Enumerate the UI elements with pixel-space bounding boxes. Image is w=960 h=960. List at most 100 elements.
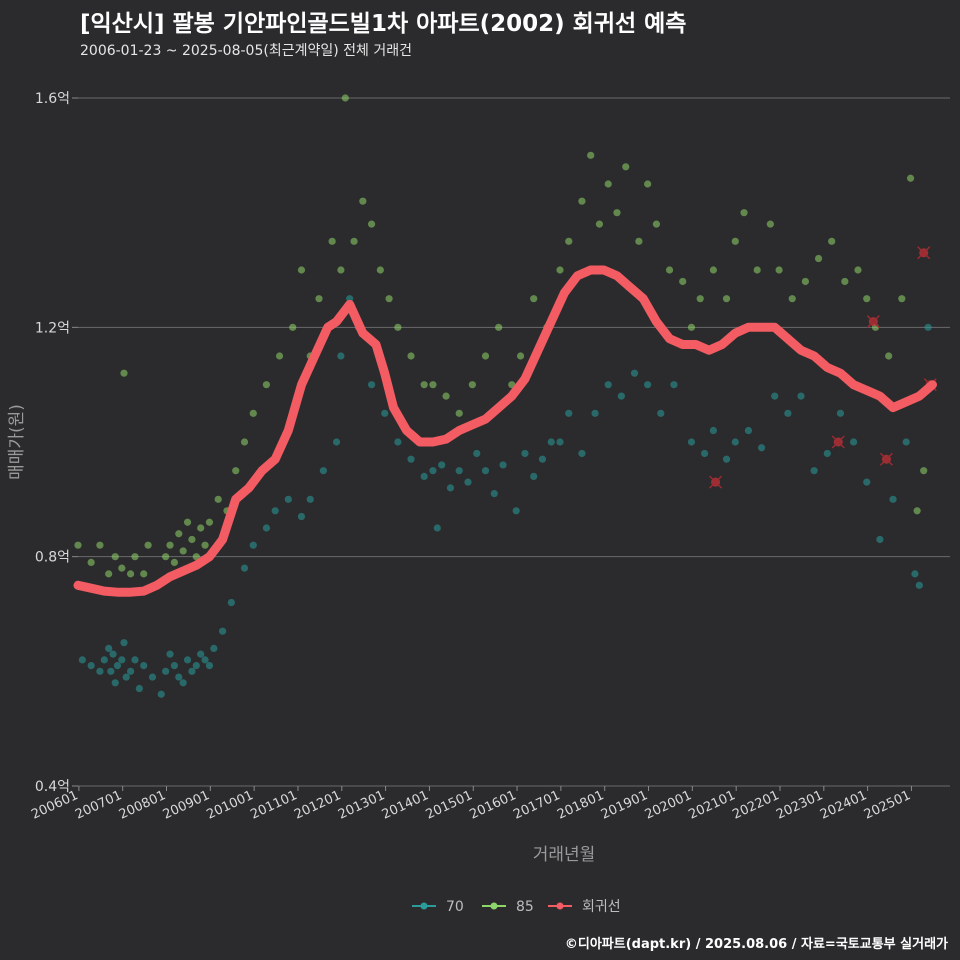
regression-line [73,265,937,597]
data-point-85 [315,295,323,303]
data-point-70 [797,392,805,400]
data-point-85 [144,541,152,549]
data-point-70 [670,381,678,389]
data-point-85 [696,295,704,303]
data-point-70 [162,667,170,675]
data-point-85 [709,266,717,274]
data-point-70 [87,662,95,670]
x-tick-label: 202101 [687,788,738,823]
data-point-70 [657,409,665,417]
data-point-85 [828,237,836,245]
data-point-70 [420,472,428,480]
data-point-85 [913,507,921,515]
data-point-85 [652,220,661,228]
x-tick-label: 201801 [555,788,606,823]
data-point-85 [394,323,402,331]
data-point-70 [131,656,139,664]
data-point-85 [205,518,214,526]
data-point-70 [902,438,910,446]
data-point-85 [766,220,774,228]
data-point-70 [205,662,214,670]
data-point-85 [249,409,257,417]
data-point-85 [179,547,187,555]
data-point-70 [876,535,884,544]
data-point-85 [118,564,126,572]
data-point-70 [111,679,119,687]
data-point-70 [407,455,415,463]
data-point-70 [924,323,932,331]
data-point-85 [644,180,652,188]
data-point-70 [849,438,858,446]
data-point-70 [836,409,845,417]
data-point-70 [332,438,341,446]
data-point-70 [120,639,128,647]
data-point-85 [841,277,849,286]
data-point-70 [823,449,831,458]
data-point-70 [810,467,818,475]
legend-swatch-point [420,902,428,910]
x-tick-label: 202301 [774,788,825,823]
data-point-85 [126,570,135,578]
data-point-85 [297,266,306,274]
data-point-85 [74,541,82,549]
x-tick-label: 201301 [336,788,387,823]
data-point-85 [367,220,376,228]
data-point-85 [166,541,174,549]
data-point-85 [420,381,428,389]
data-point-85 [587,151,595,159]
data-point-70 [473,449,481,458]
data-point-70 [100,656,108,664]
data-point-85 [455,409,463,417]
data-point-85 [740,209,748,217]
data-point-85 [96,541,104,549]
data-point-70 [481,467,490,475]
data-point-85 [556,266,564,274]
data-point-70 [109,650,117,658]
x-tick-label: 202001 [643,788,694,823]
y-tick-label: 1.2억 [35,320,70,336]
data-point-70 [604,381,612,389]
x-tick-label: 201101 [248,788,299,823]
data-point-70 [179,679,187,687]
x-tick-label: 202401 [818,788,869,823]
data-point-85 [578,197,586,205]
data-point-85 [635,237,643,245]
data-point-85 [120,369,128,377]
x-tick-label: 201901 [599,788,650,823]
data-point-85 [385,295,393,303]
data-point-85 [442,392,450,400]
data-point-85 [863,295,871,303]
data-point-70 [784,409,792,417]
x-axis-title: 거래년월 [533,845,596,865]
data-point-85 [359,197,367,205]
data-point-85 [622,163,630,171]
y-axis-title: 매매가(원) [7,404,27,480]
data-point-70 [126,667,135,675]
data-point-70 [722,455,731,463]
data-point-70 [701,449,709,458]
data-point-85 [197,524,205,532]
y-tick-label: 0.4억 [35,779,70,795]
data-point-70 [105,644,113,653]
data-point-85 [679,277,687,286]
data-point-85 [885,352,893,360]
data-point-85 [192,553,200,561]
legend-label: 회귀선 [582,899,621,915]
x-tick-label: 202501 [862,788,913,823]
data-point-85 [162,553,170,561]
data-point-85 [775,266,783,274]
data-point-85 [240,438,249,446]
data-point-85 [175,530,183,538]
x-tick-label: 200701 [73,788,124,823]
data-point-70 [617,392,625,400]
data-point-70 [192,662,200,670]
recent-trade-cross [917,246,931,260]
data-point-70 [78,656,86,664]
source-footer: ©디아파트(dapt.kr) / 2025.08.06 / 자료=국토교통부 실… [564,937,948,952]
data-point-70 [915,581,923,589]
data-point-70 [319,467,327,475]
x-tick-label: 201001 [205,788,256,823]
data-point-70 [446,484,455,492]
data-point-70 [911,570,919,578]
